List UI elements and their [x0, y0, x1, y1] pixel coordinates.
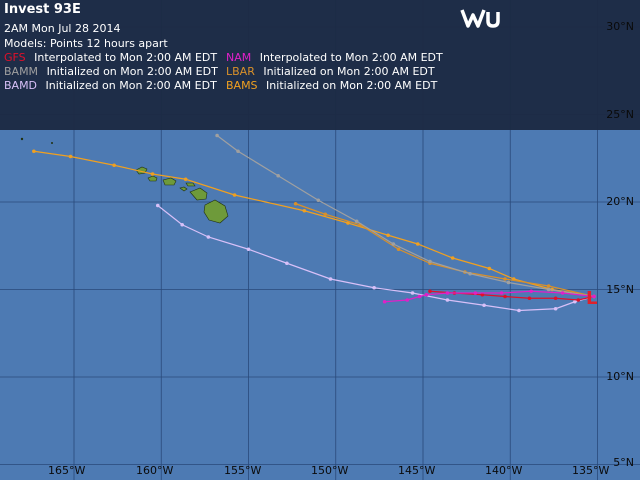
track-point-bams — [415, 242, 420, 246]
track-point-bams — [346, 221, 350, 225]
track-point-bams — [487, 266, 492, 271]
track-line-nam — [384, 290, 595, 303]
legend-row-3b: BAMS Initialized on Mon 2:00 AM EDT — [226, 79, 437, 92]
track-bamd — [155, 203, 596, 313]
track-point-nam — [560, 291, 565, 295]
lat-label-30: 30°N — [606, 20, 634, 33]
legend-bamm-text: Initialized on Mon 2:00 AM EDT — [46, 65, 218, 78]
track-point-nam — [405, 298, 410, 302]
track-point-lbar — [293, 201, 298, 206]
lon-label-165: 165°W — [48, 464, 86, 477]
track-point-bamd — [410, 291, 415, 295]
track-point-bamd — [328, 277, 333, 281]
track-point-bamm — [354, 219, 359, 224]
track-point-lbar — [323, 212, 328, 217]
legend-row-2b: LBAR Initialized on Mon 2:00 AM EDT — [226, 65, 435, 78]
track-point-bams — [183, 177, 188, 182]
track-point-nam — [592, 294, 596, 299]
lon-label-145: 145°W — [398, 464, 436, 477]
lat-label-25: 25°N — [606, 108, 634, 121]
track-point-bams — [450, 256, 455, 260]
track-point-bamd — [482, 303, 486, 308]
model-tracks — [32, 133, 596, 313]
track-point-gfs — [428, 289, 432, 294]
track-point-bamd — [155, 203, 160, 208]
legend-bamd-text: Initialized on Mon 2:00 AM EDT — [45, 79, 217, 92]
track-line-bamd — [157, 205, 595, 312]
track-point-nam — [424, 292, 429, 297]
track-point-bamd — [517, 308, 521, 313]
legend-lbar-text: Initialized on Mon 2:00 AM EDT — [263, 65, 435, 78]
lon-label-140: 140°W — [485, 464, 523, 477]
track-point-bamm — [391, 242, 396, 246]
track-point-bamd — [246, 247, 251, 252]
track-point-gfs — [480, 292, 485, 297]
track-point-nam — [499, 291, 504, 295]
track-point-bams — [68, 154, 73, 159]
legend-row-3: BAMD Initialized on Mon 2:00 AM EDT — [4, 79, 217, 92]
storm-center-marker: L — [586, 288, 597, 309]
legend-lbar-model: LBAR — [226, 65, 255, 78]
legend-row-1b: NAM Interpolated to Mon 2:00 AM EDT — [226, 51, 443, 64]
track-point-bamm — [276, 173, 280, 178]
legend-row-2: BAMM Initialized on Mon 2:00 AM EDT — [4, 65, 218, 78]
header-panel — [0, 0, 640, 130]
track-point-bamm — [546, 287, 551, 292]
track-point-gfs — [576, 298, 581, 302]
lat-label-5: 5°N — [613, 456, 634, 469]
legend-row-1: GFS Interpolated to Mon 2:00 AM EDT — [4, 51, 217, 64]
track-point-bamm — [506, 280, 511, 285]
legend-nam-model: NAM — [226, 51, 252, 64]
track-point-bams — [232, 193, 237, 197]
wu-logo-icon — [460, 9, 500, 28]
track-point-bamm — [428, 259, 432, 264]
track-point-bamd — [206, 235, 211, 239]
track-point-nam — [382, 299, 387, 304]
legend-bamm-model: BAMM — [4, 65, 39, 78]
track-point-nam — [473, 291, 478, 295]
track-point-bamm — [215, 133, 219, 138]
track-point-bamd — [573, 299, 577, 304]
lon-label-135: 135°W — [572, 464, 610, 477]
track-point-lbar — [546, 284, 551, 288]
lon-label-160: 160°W — [136, 464, 174, 477]
track-point-bamd — [285, 261, 289, 266]
lon-label-150: 150°W — [311, 464, 349, 477]
track-point-lbar — [503, 277, 507, 281]
track-point-nam — [417, 294, 422, 299]
track-bamm — [215, 133, 596, 299]
lat-label-10: 10°N — [606, 370, 634, 383]
legend-gfs-model: GFS — [4, 51, 26, 64]
lon-label-155: 155°W — [224, 464, 262, 477]
track-point-bamm — [468, 271, 472, 276]
lat-label-20: 20°N — [606, 195, 634, 208]
legend-bams-model: BAMS — [226, 79, 258, 92]
track-point-bams — [112, 163, 116, 168]
track-nam — [382, 289, 596, 304]
track-point-bamd — [445, 298, 450, 302]
track-point-lbar — [396, 247, 401, 252]
track-point-bamm — [316, 198, 321, 203]
lat-label-15: 15°N — [606, 283, 634, 296]
legend-nam-text: Interpolated to Mon 2:00 AM EDT — [259, 51, 443, 64]
track-point-gfs — [527, 296, 532, 301]
track-point-bamd — [553, 306, 558, 311]
track-point-nam — [529, 289, 533, 294]
models-label: Models: Points 12 hours apart — [4, 37, 168, 50]
track-point-bams — [386, 233, 390, 238]
issue-date: 2AM Mon Jul 28 2014 — [4, 22, 121, 35]
track-point-gfs — [553, 296, 558, 301]
track-point-bamd — [180, 222, 184, 227]
track-point-bamm — [236, 149, 240, 154]
legend-bams-text: Initialized on Mon 2:00 AM EDT — [266, 79, 438, 92]
storm-title: Invest 93E — [4, 2, 81, 17]
track-point-bams — [32, 149, 36, 154]
track-point-nam — [445, 291, 450, 295]
legend-bamd-model: BAMD — [4, 79, 38, 92]
track-point-bams — [150, 172, 155, 176]
track-point-bamd — [372, 285, 376, 290]
track-point-bams — [302, 208, 307, 213]
legend-gfs-text: Interpolated to Mon 2:00 AM EDT — [34, 51, 218, 64]
track-point-gfs — [503, 294, 507, 299]
